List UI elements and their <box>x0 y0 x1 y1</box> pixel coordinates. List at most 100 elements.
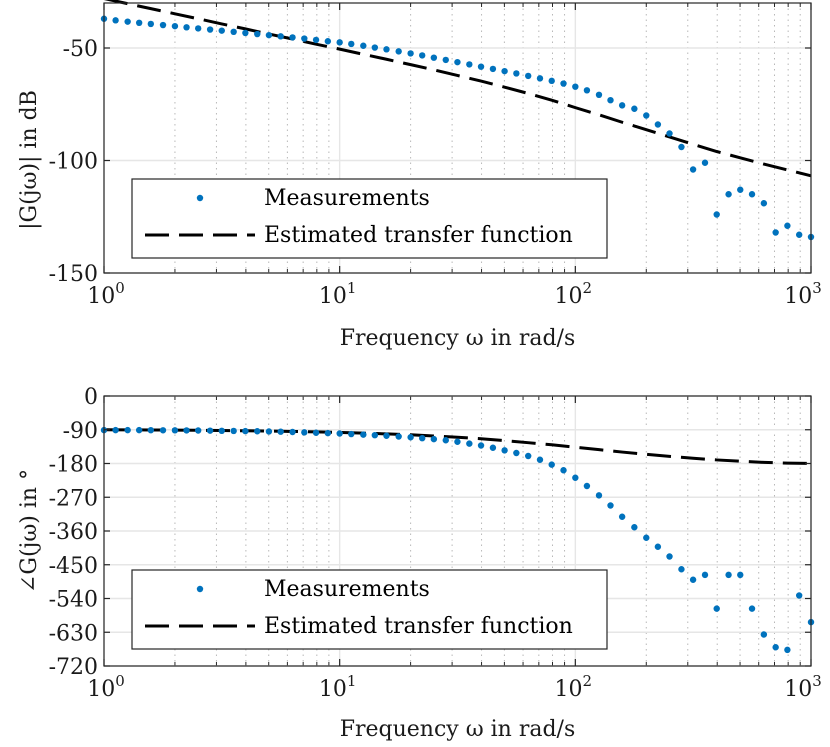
phase-measurement-point <box>171 427 179 434</box>
phase-ytick-label: -270 <box>49 486 98 511</box>
magnitude-measurement-point <box>560 80 567 87</box>
phase-plot: 0-90-180-270-360-450-540-630-720 100 101 1… <box>17 385 822 742</box>
magnitude-measurement-point <box>583 87 591 94</box>
magnitude-measurement-point <box>159 21 167 29</box>
magnitude-measurement-point <box>183 24 190 31</box>
phase-xlabel: Frequency ω in rad/s <box>340 717 576 742</box>
magnitude-plot: -50 -100 -150 100 101 102 103 Frequency ω in … <box>17 0 822 351</box>
phase-measurement-point <box>737 571 744 579</box>
phase-measurement-point <box>265 428 273 435</box>
phase-measurement-point <box>666 553 673 560</box>
phase-measurement-point <box>454 438 461 445</box>
magnitude-measurement-point <box>312 36 320 44</box>
phase-measurement-point <box>254 428 261 435</box>
magnitude-measurement-point <box>135 19 143 26</box>
phase-measurement-point <box>583 482 591 490</box>
phase-measurement-point <box>654 543 662 550</box>
phase-measurement-point <box>348 430 355 438</box>
phase-measurement-point <box>371 431 379 439</box>
phase-measurement-point <box>466 440 473 447</box>
phase-xticks: 100 101 102 103 <box>87 396 822 702</box>
phase-ylabel: ∠G(jω) in ° <box>17 469 42 593</box>
magnitude-legend-measurements: Measurements <box>264 186 430 211</box>
magnitude-measurement-point <box>242 29 249 37</box>
phase-measurement-point <box>772 644 779 651</box>
magnitude-measurement-point <box>430 54 438 61</box>
phase-measurement-point <box>784 646 791 654</box>
magnitude-measurement-point <box>112 17 119 24</box>
phase-xtick-label: 100 <box>87 672 125 702</box>
magnitude-measurement-point <box>513 70 520 77</box>
magnitude-measurement-point <box>595 91 603 99</box>
magnitude-measurement-point <box>618 102 626 109</box>
magnitude-measurement-point <box>525 72 532 80</box>
magnitude-series <box>100 0 815 241</box>
phase-measurement-point <box>383 432 390 439</box>
magnitude-ytick-label: -50 <box>63 37 98 62</box>
magnitude-measurement-point <box>171 22 179 30</box>
magnitude-measurement-point <box>454 58 461 66</box>
phase-measurement-point <box>301 429 308 436</box>
magnitude-measurement-point <box>371 44 379 51</box>
phase-measurement-point <box>713 605 720 612</box>
phase-measurement-point <box>678 566 685 573</box>
phase-measurement-point <box>206 427 214 434</box>
magnitude-measurement-point <box>701 159 709 166</box>
magnitude-xtick-label: 100 <box>87 279 125 309</box>
phase-measurement-point <box>618 513 626 520</box>
phase-measurement-point <box>489 444 497 451</box>
phase-measurement-point <box>289 428 296 436</box>
phase-measurement-point <box>689 576 697 583</box>
magnitude-axes-box <box>103 2 812 274</box>
phase-measurement-point <box>312 429 320 436</box>
magnitude-measurement-point <box>689 166 697 173</box>
phase-measurement-point <box>607 502 614 509</box>
phase-xtick-label: 103 <box>784 672 822 702</box>
magnitude-measurement-point <box>265 31 273 39</box>
magnitude-ytick-label: -150 <box>49 262 98 287</box>
magnitude-measurement-point <box>725 191 732 198</box>
phase-measurement-point <box>748 605 756 612</box>
phase-series <box>100 426 815 654</box>
magnitude-measurement-point <box>784 222 791 229</box>
phase-measurement-point <box>124 426 131 434</box>
phase-measurement-point <box>548 461 555 468</box>
phase-measurement-point <box>513 449 520 457</box>
magnitude-legend: Measurements Estimated transfer function <box>131 178 608 259</box>
magnitude-measurement-point <box>336 39 343 46</box>
phase-measurement-point <box>407 434 414 441</box>
phase-measurement-point <box>194 427 202 434</box>
phase-measurement-point <box>595 492 603 499</box>
phase-ytick-label: -450 <box>49 554 98 579</box>
phase-measurement-point <box>135 426 143 434</box>
phase-legend: Measurements Estimated transfer function <box>131 569 608 650</box>
magnitude-measurement-point <box>218 27 225 34</box>
magnitude-measurement-point <box>124 18 131 25</box>
magnitude-ytick-label: -100 <box>49 150 98 175</box>
phase-measurement-point <box>112 426 119 434</box>
phase-measurement-point <box>419 434 426 442</box>
phase-measurement-point <box>360 431 367 438</box>
phase-ytick-label: -360 <box>49 520 98 545</box>
phase-xtick-label: 101 <box>319 672 357 702</box>
magnitude-measurement-point <box>572 83 579 90</box>
magnitude-measurement-point <box>324 38 332 45</box>
magnitude-xtick-label: 103 <box>784 279 822 309</box>
magnitude-measurement-point <box>360 42 367 49</box>
magnitude-measurement-point <box>277 33 284 40</box>
magnitude-measurement-point <box>678 143 685 151</box>
magnitude-estimated-line <box>103 0 812 178</box>
phase-measurement-point <box>701 571 709 579</box>
phase-yticks: 0 -90 -180 -270 -360 -450 -540 -630 -720 <box>49 385 811 680</box>
magnitude-measurement-point <box>383 46 390 53</box>
magnitude-measurement-point <box>419 52 426 59</box>
magnitude-ylabel: |G(jω)| in dB <box>17 90 42 230</box>
phase-measurement-point <box>324 429 332 437</box>
phase-xtick-label: 102 <box>555 672 593 702</box>
magnitude-measurement-point <box>666 130 673 137</box>
magnitude-xtick-label: 101 <box>319 279 357 309</box>
magnitude-measurement-point <box>654 121 662 128</box>
phase-measurement-point <box>430 435 438 443</box>
phase-ytick-label: -540 <box>49 588 98 613</box>
